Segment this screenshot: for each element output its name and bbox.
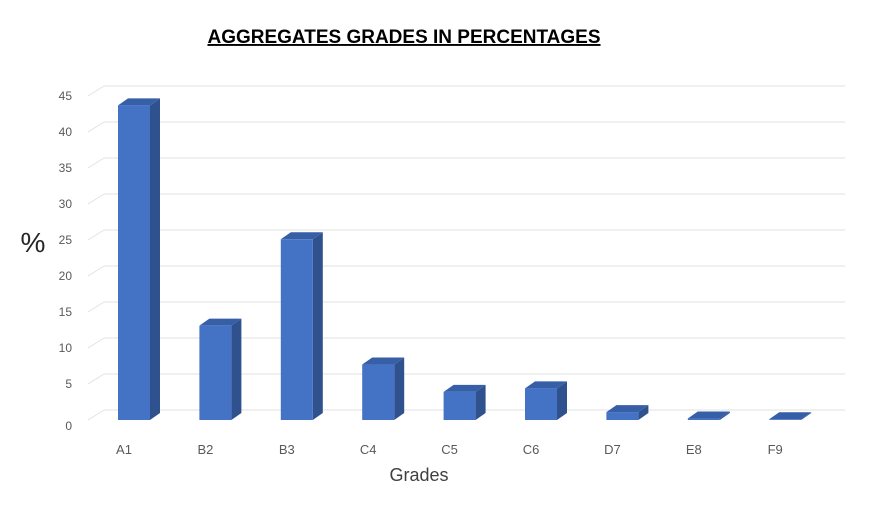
gridline-depth xyxy=(87,229,105,241)
x-tick-label: E8 xyxy=(686,442,702,457)
bar-b2 xyxy=(199,318,242,420)
y-tick-label: 45 xyxy=(59,89,73,103)
bar-front xyxy=(199,325,232,420)
bar-side xyxy=(719,411,730,420)
bar-side xyxy=(801,412,812,420)
y-tick-label: 35 xyxy=(59,161,73,175)
x-tick-label: A1 xyxy=(116,442,132,457)
gridline-depth xyxy=(87,265,105,277)
y-axis-label: % xyxy=(21,227,46,258)
bar-c6 xyxy=(525,381,567,420)
bar-top xyxy=(118,98,160,106)
bar-side xyxy=(312,232,323,420)
bar-a1 xyxy=(118,98,160,421)
bar-top xyxy=(769,412,812,420)
x-axis-ticks: A1 B2 B3 C4 C5 C6 D7 E8 F9 xyxy=(116,442,783,457)
bar-side xyxy=(557,381,567,420)
bar-top xyxy=(525,381,567,389)
bar-front xyxy=(606,412,639,420)
bar-b3 xyxy=(280,232,323,420)
bar-top xyxy=(687,411,730,419)
bar-front xyxy=(525,388,557,420)
y-tick-label: 5 xyxy=(65,377,72,391)
gridline-depth xyxy=(87,301,105,313)
bars xyxy=(118,98,812,421)
gridline-depth xyxy=(87,337,105,349)
bar-side xyxy=(638,405,649,420)
bar-front xyxy=(362,364,395,420)
bar-c5 xyxy=(443,384,486,420)
bar-side xyxy=(394,357,405,420)
bar-top xyxy=(362,357,405,365)
bar-e8 xyxy=(687,411,730,420)
bar-front xyxy=(280,239,313,420)
bar-top xyxy=(199,318,242,326)
bar-front xyxy=(769,419,802,420)
y-tick-label: 40 xyxy=(59,125,73,139)
x-tick-label: C4 xyxy=(360,442,377,457)
gridline-depth xyxy=(87,409,105,421)
bar-side xyxy=(150,98,160,421)
gridline-depth xyxy=(87,193,105,205)
bar-front xyxy=(443,391,476,420)
gridline-depth xyxy=(87,85,105,97)
bar-top xyxy=(606,405,649,413)
x-tick-label: B2 xyxy=(197,442,213,457)
chart-title: AGGREGATES GRADES IN PERCENTAGES xyxy=(207,27,600,48)
y-tick-label: 0 xyxy=(65,419,72,433)
y-tick-label: 30 xyxy=(59,197,73,211)
bar-front xyxy=(118,105,150,421)
y-tick-label: 25 xyxy=(59,233,73,247)
gridline-depth xyxy=(87,157,105,169)
y-tick-label: 10 xyxy=(59,341,73,355)
bar-c4 xyxy=(362,357,405,420)
bar-d7 xyxy=(606,405,649,420)
y-tick-label: 15 xyxy=(59,305,73,319)
x-tick-label: D7 xyxy=(604,442,621,457)
bar-f9 xyxy=(769,412,812,420)
x-tick-label: B3 xyxy=(279,442,295,457)
gridline-depth xyxy=(87,121,105,133)
x-tick-label: C5 xyxy=(441,442,458,457)
gridline-depth xyxy=(87,373,105,385)
x-axis-label: Grades xyxy=(389,465,448,485)
y-axis-ticks: 0 5 10 15 20 25 30 35 40 45 xyxy=(59,89,73,433)
bar-top xyxy=(280,232,323,240)
bar-top xyxy=(443,384,486,392)
bar-side xyxy=(231,318,242,420)
x-tick-label: F9 xyxy=(768,442,783,457)
x-tick-label: C6 xyxy=(523,442,540,457)
bar-side xyxy=(475,384,486,420)
y-tick-label: 20 xyxy=(59,269,73,283)
bar-front xyxy=(687,418,720,420)
